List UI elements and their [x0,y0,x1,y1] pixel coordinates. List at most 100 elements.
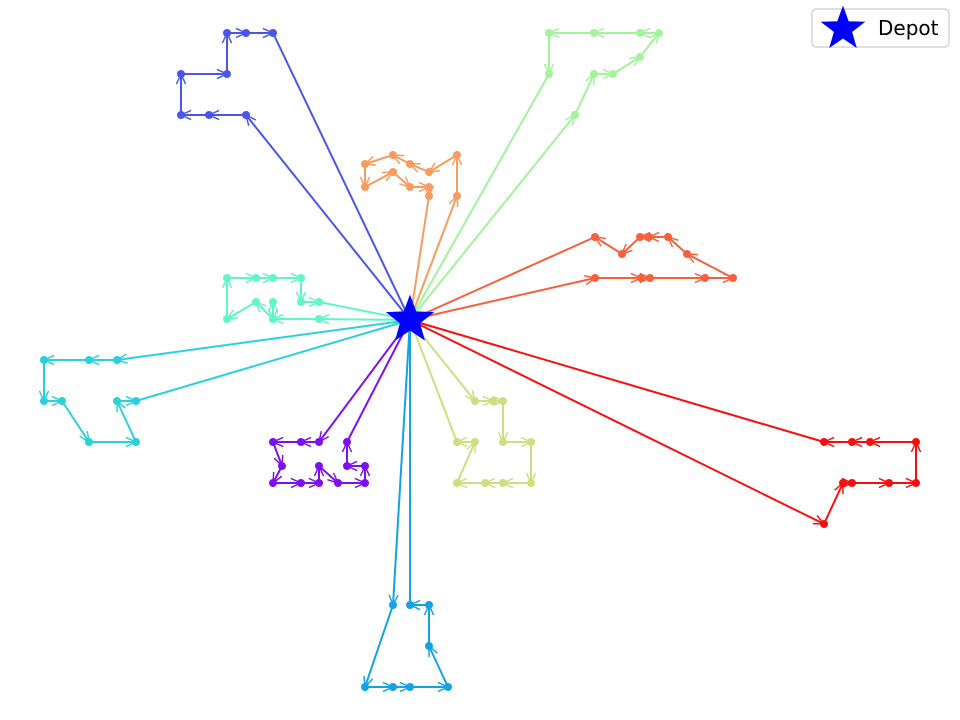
route-redorange-segment [687,253,734,279]
route-redorange-stop-point [637,274,645,282]
route-skyblue-segment [428,646,449,688]
route-skyblue-segment [365,604,394,687]
route-skyblue-stop-point [406,683,414,691]
route-cyan-stop-point [113,397,121,405]
route-khaki-stop-point [471,397,479,405]
route-red-stop-point [820,520,828,528]
route-khaki-segment [456,442,476,484]
route-purple-stop-point [315,438,323,446]
route-aqua-segment [227,301,257,319]
route-lightgreen-stop-point [571,111,579,119]
route-purple-stop-point [361,479,369,487]
route-aqua-segment [256,302,274,320]
route-purple-stop-point [278,462,286,470]
route-blue-stop-point [223,70,231,78]
route-orange-stop-point [453,151,461,159]
route-blue-stop-point [177,70,185,78]
route-lightgreen [410,29,663,320]
route-purple [269,319,411,487]
route-cyan-segment [116,401,137,443]
route-aqua-stop-point [252,298,260,306]
route-lightgreen-segment [574,74,595,116]
route-lightgreen-stop-point [636,53,644,61]
route-redorange [410,233,737,321]
route-lightgreen-stop-point [590,70,598,78]
route-aqua-stop-point [223,315,231,323]
route-cyan-stop-point [132,438,140,446]
routes-layer [40,29,920,691]
route-blue [177,29,411,321]
route-aqua-stop-point [223,274,231,282]
route-orange-stop-point [425,183,433,191]
route-redorange-segment [410,236,596,321]
route-red-stop-point [866,438,874,446]
route-khaki-stop-point [453,438,461,446]
route-red-stop-point [839,479,847,487]
route-aqua-stop-point [315,298,323,306]
route-skyblue-stop-point [406,601,414,609]
route-purple-segment [319,319,411,442]
route-skyblue-stop-point [444,683,452,691]
route-khaki-stop-point [527,479,535,487]
route-skyblue-stop-point [425,642,433,650]
route-cyan-stop-point [58,397,66,405]
route-cyan-stop-point [113,356,121,364]
route-redorange-segment [622,236,641,254]
route-orange-segment [364,171,393,188]
route-red-stop-point [885,479,893,487]
route-lightgreen-stop-point [545,29,553,37]
route-cyan-stop-point [40,397,48,405]
route-khaki [410,320,535,487]
route-redorange-stop-point [683,250,691,258]
route-red-segment [410,320,825,443]
route-cyan-segment [135,320,410,402]
route-red-stop-point [820,438,828,446]
route-redorange-stop-point [701,274,709,282]
route-blue-segment [272,32,411,320]
depot-layer [385,294,435,341]
route-purple-stop-point [343,438,351,446]
route-orange-segment [365,154,394,164]
route-blue-stop-point [205,111,213,119]
route-lightgreen-stop-point [655,29,663,37]
route-red-stop-point [912,438,920,446]
route-aqua-segment [319,319,411,320]
route-orange-stop-point [425,192,433,200]
route-khaki-stop-point [471,438,479,446]
route-skyblue-stop-point [425,601,433,609]
route-purple-stop-point [269,438,277,446]
route-purple-stop-point [297,479,305,487]
route-orange-segment [409,196,457,321]
route-redorange-segment [595,237,623,255]
route-khaki-segment [410,320,458,443]
route-purple-stop-point [297,438,305,446]
route-red-stop-point [848,438,856,446]
route-aqua-stop-point [297,274,305,282]
route-cyan [40,320,410,446]
route-redorange-stop-point [664,233,672,241]
route-lightgreen-stop-point [609,70,617,78]
route-blue-stop-point [269,29,277,37]
route-purple-stop-point [343,462,351,470]
route-orange-stop-point [361,183,369,191]
route-blue-stop-point [242,111,250,119]
route-purple-stop-point [315,462,323,470]
route-orange-stop-point [389,168,397,176]
route-purple-segment [346,320,411,443]
route-skyblue-stop-point [361,683,369,691]
route-aqua-stop-point [252,274,260,282]
route-blue-stop-point [223,29,231,37]
route-redorange-stop-point [591,274,599,282]
legend: Depot [811,5,950,48]
route-lightgreen-stop-point [590,29,598,37]
route-orange-stop-point [453,192,461,200]
route-lightgreen-segment [612,57,640,75]
route-khaki-stop-point [527,438,535,446]
route-orange-stop-point [425,168,433,176]
route-blue-segment [246,115,411,321]
route-orange-stop-point [406,183,414,191]
route-aqua-stop-point [269,298,277,306]
route-lightgreen-segment [409,115,575,321]
route-purple-stop-point [334,479,342,487]
